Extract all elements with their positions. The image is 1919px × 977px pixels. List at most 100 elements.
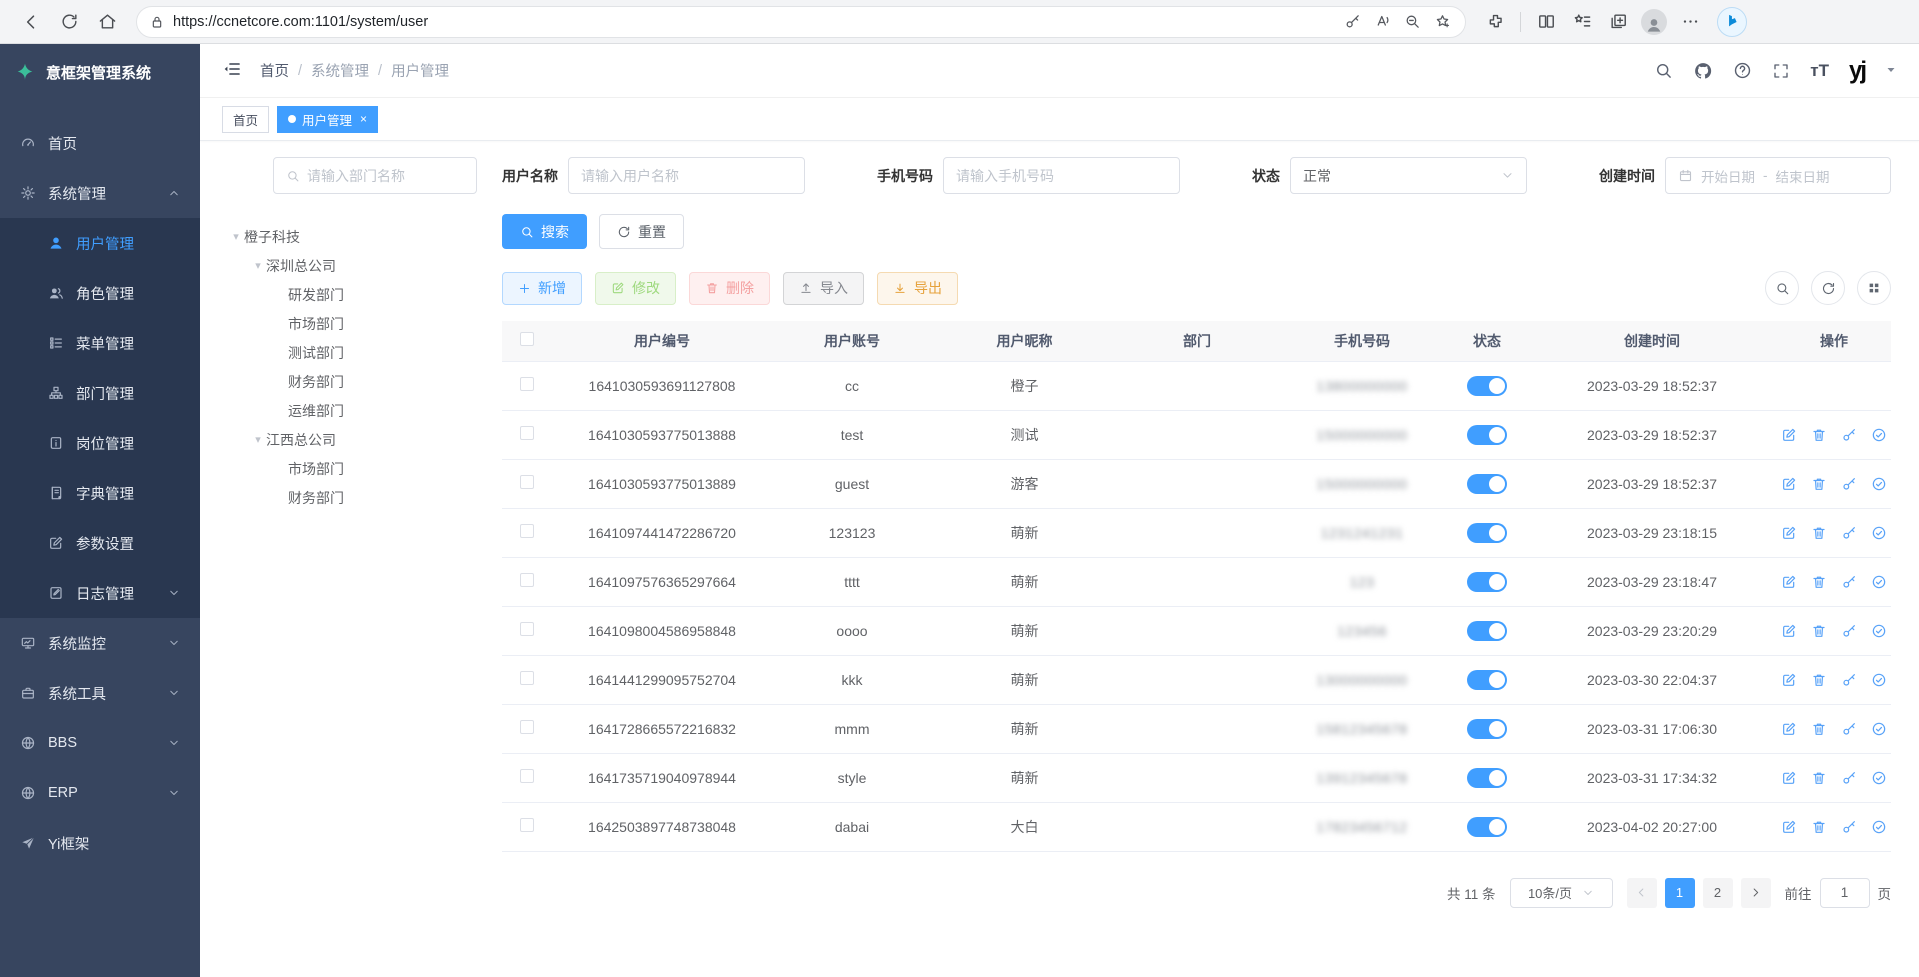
row-edit-button[interactable] xyxy=(1781,770,1797,786)
page-button-1[interactable]: 1 xyxy=(1664,877,1695,908)
add-button[interactable]: 新增 xyxy=(502,271,582,305)
row-checkbox[interactable] xyxy=(520,377,534,391)
github-button[interactable] xyxy=(1693,61,1713,81)
status-toggle[interactable] xyxy=(1467,473,1507,494)
row-checkbox[interactable] xyxy=(520,524,534,538)
sidebar-item-Yi框架[interactable]: Yi框架 xyxy=(0,818,200,868)
tree-node-市场部门[interactable]: 市场部门 xyxy=(228,309,502,338)
tree-node-江西总公司[interactable]: ▾ 江西总公司 xyxy=(228,425,502,454)
row-delete-button[interactable] xyxy=(1811,525,1827,541)
row-assign-role-button[interactable] xyxy=(1871,427,1887,443)
sidebar-item-字典管理[interactable]: 字典管理 xyxy=(0,468,200,518)
username-input[interactable] xyxy=(581,167,792,184)
collections-button[interactable] xyxy=(1601,5,1635,39)
row-assign-role-button[interactable] xyxy=(1871,476,1887,492)
import-button[interactable]: 导入 xyxy=(783,271,864,305)
sidebar-item-菜单管理[interactable]: 菜单管理 xyxy=(0,318,200,368)
row-edit-button[interactable] xyxy=(1781,721,1797,737)
column-settings-button[interactable] xyxy=(1857,271,1891,305)
row-edit-button[interactable] xyxy=(1781,623,1797,639)
row-assign-role-button[interactable] xyxy=(1871,770,1887,786)
status-toggle[interactable] xyxy=(1467,522,1507,543)
sidebar-item-部门管理[interactable]: 部门管理 xyxy=(0,368,200,418)
row-delete-button[interactable] xyxy=(1811,819,1827,835)
row-reset-password-button[interactable] xyxy=(1841,476,1857,492)
tree-expand-caret-icon[interactable]: ▾ xyxy=(255,434,261,446)
row-reset-password-button[interactable] xyxy=(1841,819,1857,835)
zoom-out-button[interactable] xyxy=(1397,8,1427,36)
row-delete-button[interactable] xyxy=(1811,427,1827,443)
row-edit-button[interactable] xyxy=(1781,819,1797,835)
tree-node-财务部门[interactable]: 财务部门 xyxy=(228,483,502,512)
page-button-2[interactable]: 2 xyxy=(1702,877,1733,908)
row-edit-button[interactable] xyxy=(1781,427,1797,443)
delete-button[interactable]: 删除 xyxy=(689,271,770,305)
sidebar-item-参数设置[interactable]: 参数设置 xyxy=(0,518,200,568)
tree-node-财务部门[interactable]: 财务部门 xyxy=(228,367,502,396)
row-delete-button[interactable] xyxy=(1811,770,1827,786)
avatar-caret-button[interactable] xyxy=(1885,63,1897,79)
row-assign-role-button[interactable] xyxy=(1871,819,1887,835)
font-size-button[interactable]: тT xyxy=(1810,60,1829,80)
select-all-checkbox[interactable] xyxy=(520,332,534,347)
address-bar[interactable]: https://ccnetcore.com:1101/system/user xyxy=(136,5,1466,38)
browser-back-button[interactable] xyxy=(14,5,48,39)
tree-node-深圳总公司[interactable]: ▾ 深圳总公司 xyxy=(228,251,502,280)
close-tab-icon[interactable]: × xyxy=(360,112,368,126)
favbar-button[interactable] xyxy=(1565,5,1599,39)
bing-button[interactable] xyxy=(1717,6,1747,37)
row-delete-button[interactable] xyxy=(1811,672,1827,688)
tab-首页[interactable]: 首页 xyxy=(222,105,270,133)
sidebar-item-系统管理[interactable]: 系统管理 xyxy=(0,168,200,218)
sidebar-item-岗位管理[interactable]: 岗位管理 xyxy=(0,418,200,468)
tree-expand-caret-icon[interactable]: ▾ xyxy=(233,231,239,243)
row-assign-role-button[interactable] xyxy=(1871,574,1887,590)
sidebar-item-日志管理[interactable]: 日志管理 xyxy=(0,568,200,618)
row-checkbox[interactable] xyxy=(520,622,534,636)
date-range-picker[interactable]: 开始日期 - 结束日期 xyxy=(1665,157,1891,194)
dept-search-input[interactable] xyxy=(307,167,464,184)
profile-button[interactable] xyxy=(1637,5,1671,39)
reset-button[interactable]: 重置 xyxy=(599,214,684,249)
export-button[interactable]: 导出 xyxy=(877,271,958,305)
show-search-toggle-button[interactable] xyxy=(1765,271,1799,305)
row-delete-button[interactable] xyxy=(1811,476,1827,492)
tab-用户管理[interactable]: 用户管理 × xyxy=(277,105,379,133)
tree-node-运维部门[interactable]: 运维部门 xyxy=(228,396,502,425)
sidebar-item-系统工具[interactable]: 系统工具 xyxy=(0,668,200,718)
prev-page-button[interactable] xyxy=(1626,877,1657,908)
row-assign-role-button[interactable] xyxy=(1871,721,1887,737)
row-reset-password-button[interactable] xyxy=(1841,574,1857,590)
row-reset-password-button[interactable] xyxy=(1841,623,1857,639)
status-toggle[interactable] xyxy=(1467,424,1507,445)
status-toggle[interactable] xyxy=(1467,816,1507,837)
breadcrumb-item[interactable]: 首页 xyxy=(260,64,289,80)
status-toggle[interactable] xyxy=(1467,571,1507,592)
row-checkbox[interactable] xyxy=(520,769,534,783)
refresh-table-button[interactable] xyxy=(1811,271,1845,305)
sidebar-item-系统监控[interactable]: 系统监控 xyxy=(0,618,200,668)
page-size-select[interactable]: 10条/页 xyxy=(1509,877,1613,908)
row-reset-password-button[interactable] xyxy=(1841,721,1857,737)
status-toggle[interactable] xyxy=(1467,767,1507,788)
row-checkbox[interactable] xyxy=(520,426,534,440)
collapse-sidebar-button[interactable] xyxy=(222,59,242,82)
row-reset-password-button[interactable] xyxy=(1841,427,1857,443)
row-delete-button[interactable] xyxy=(1811,574,1827,590)
row-reset-password-button[interactable] xyxy=(1841,770,1857,786)
browser-reload-button[interactable] xyxy=(52,5,86,39)
help-button[interactable] xyxy=(1733,61,1752,80)
sidebar-item-首页[interactable]: 首页 xyxy=(0,118,200,168)
status-toggle[interactable] xyxy=(1467,669,1507,690)
read-aloud-button[interactable] xyxy=(1367,8,1397,36)
sidebar-item-角色管理[interactable]: 角色管理 xyxy=(0,268,200,318)
row-checkbox[interactable] xyxy=(520,720,534,734)
url-text[interactable]: https://ccnetcore.com:1101/system/user xyxy=(173,13,429,30)
user-avatar[interactable]: yj xyxy=(1848,55,1867,85)
row-checkbox[interactable] xyxy=(520,818,534,832)
split-button[interactable] xyxy=(1529,5,1563,39)
row-edit-button[interactable] xyxy=(1781,574,1797,590)
goto-page-input[interactable] xyxy=(1819,877,1870,908)
row-assign-role-button[interactable] xyxy=(1871,672,1887,688)
row-checkbox[interactable] xyxy=(520,671,534,685)
